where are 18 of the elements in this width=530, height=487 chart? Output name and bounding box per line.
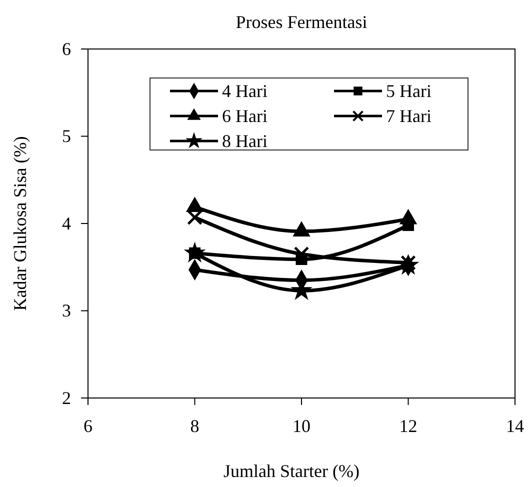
x-tick-label: 8 (190, 416, 200, 436)
x-tick-label: 6 (84, 416, 92, 436)
legend-label: 4 Hari (222, 81, 268, 101)
legend-label: 6 Hari (222, 106, 268, 126)
x-axis-title: Jumlah Starter (%) (224, 461, 360, 481)
x-tick-label: 10 (292, 416, 310, 436)
chart-title: Proses Fermentasi (236, 12, 368, 32)
legend-label: 8 Hari (222, 131, 268, 151)
y-tick-label: 6 (62, 38, 71, 59)
x-tick-label: 12 (399, 416, 418, 436)
y-tick-label: 5 (62, 126, 71, 146)
x-tick-label: 14 (506, 416, 524, 436)
y-axis-title: Kadar Glukosa Sisa (%) (10, 136, 30, 311)
legend-label: 5 Hari (386, 81, 432, 101)
legend-label: 7 Hari (386, 106, 432, 126)
y-tick-label: 2 (62, 388, 71, 408)
y-tick-label: 3 (62, 300, 71, 321)
y-tick-label: 4 (62, 213, 71, 234)
